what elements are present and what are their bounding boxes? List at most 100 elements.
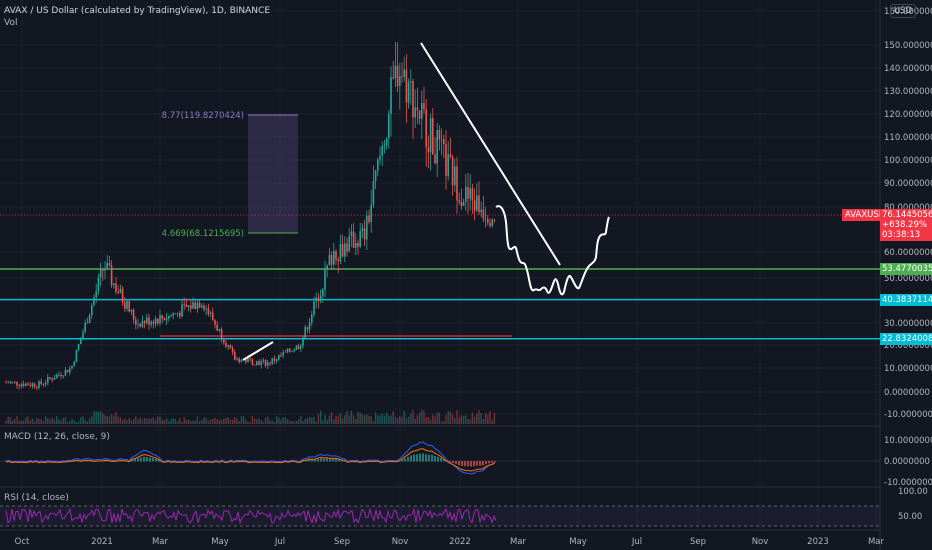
candle-body [82,332,84,339]
macd-histogram-bar [5,461,7,462]
volume-bar [335,415,337,424]
trendline-downtrend[interactable] [420,42,561,266]
macd-histogram-bar [455,461,457,464]
candle-body [352,231,355,248]
macd-histogram-bar [353,460,355,462]
rsi-line [5,507,497,525]
candle-body [212,312,214,321]
candle-body [88,315,91,324]
projection-path[interactable] [495,205,610,296]
candle-body [69,368,71,373]
volume-bar [119,417,122,424]
price-axis[interactable]: 160.0000000 150.0000000 140.0000000 130.000… [884,7,932,420]
time-axis[interactable]: Oct 2021 Mar May Jul Sep Nov 2022 Mar May Jul Sep No… [15,537,885,547]
candle-body [438,129,441,140]
volume-bar [150,418,152,424]
volume-bar [363,415,366,424]
trendline-small[interactable] [242,341,274,361]
candle-body [163,318,166,321]
candle-body [348,236,350,252]
volume-bar [179,417,181,424]
macd-histogram-bar [149,457,151,462]
volume-bar [308,416,311,424]
volume-bar [25,417,27,424]
candle-body [256,361,258,365]
candle-body [25,383,27,387]
volume-bar [454,418,456,424]
candle-body [176,312,179,314]
candle-body [278,355,280,360]
volume-bar [425,417,427,424]
candle-body [99,268,102,278]
macd-histogram-bar [404,457,406,462]
candle-body [423,103,425,109]
candle-body [75,349,78,362]
time-axis-label: Jul [274,537,285,547]
macd-histogram-bar [158,459,160,462]
candle-body [181,304,183,317]
candle-body [192,302,194,309]
volume-bar [381,413,383,424]
volume-bar [42,421,45,424]
volume-bar [418,412,421,424]
candle-body [392,77,394,79]
candle-body [399,76,401,87]
price-axis-tick: -10.0000000 [884,410,932,420]
candle-body [460,202,463,206]
level-price-tag: 53.4770035 [880,262,932,275]
candle-body [106,263,108,270]
volume-bar [238,421,240,424]
volume-bar [55,416,58,424]
horizontal-levels[interactable] [0,268,880,340]
price-axis-tick: 160.0000000 [884,7,932,17]
candle-body [383,145,386,146]
candle-body [9,382,12,383]
candle-body [22,384,25,387]
macd-axis-tick: 0.0000000 [884,457,930,467]
price-range-top-label: 8.77(119.8270424) [162,111,244,121]
volume-bar [216,419,218,424]
volume-bar [357,411,359,424]
volume-bar [66,421,69,424]
candle-body [306,327,309,330]
volume-bar [480,413,482,424]
candle-body [379,155,381,160]
candle-body [53,378,56,380]
macd-histogram-bar [407,456,409,462]
macd-histogram-bar [413,454,415,462]
candle-body [51,378,53,380]
volume-bar [271,420,273,424]
price-axis-tick: 130.0000000 [884,87,932,97]
candle-body [159,315,161,324]
candle-body [141,320,144,327]
price-axis-tick: 150.0000000 [884,41,932,51]
volume-bar [280,420,282,424]
macd-axis: 10.0000000 0.0000000 -10.0000000 [884,436,932,488]
candle-body [317,297,320,301]
volume-bar [467,419,469,424]
volume-bar [104,415,106,424]
current-price-change: +638.29% [882,220,927,230]
volume-bar [478,410,480,424]
macd-histogram-bar [482,461,484,466]
currency-badge[interactable]: USD [889,4,916,18]
candle-body [308,322,311,330]
candle-body [58,374,60,376]
candle-body [196,302,199,310]
price-range-box[interactable] [248,115,298,233]
macd-label: MACD (12, 26, close, 9) [4,432,110,442]
candle-body [110,265,113,286]
volume-bar [168,421,170,424]
candle-body [297,345,300,349]
volume-bar [405,418,408,424]
time-axis-label: 2022 [449,537,471,547]
candle-body [231,348,234,353]
macd-axis-tick: -10.0000000 [884,478,932,488]
price-axis-tick: 90.0000000 [884,179,932,189]
candle-body [238,358,240,363]
volume-bar [128,417,130,424]
candle-body [432,118,434,155]
volume-bar [218,420,221,424]
macd-histogram-bar [305,459,307,462]
